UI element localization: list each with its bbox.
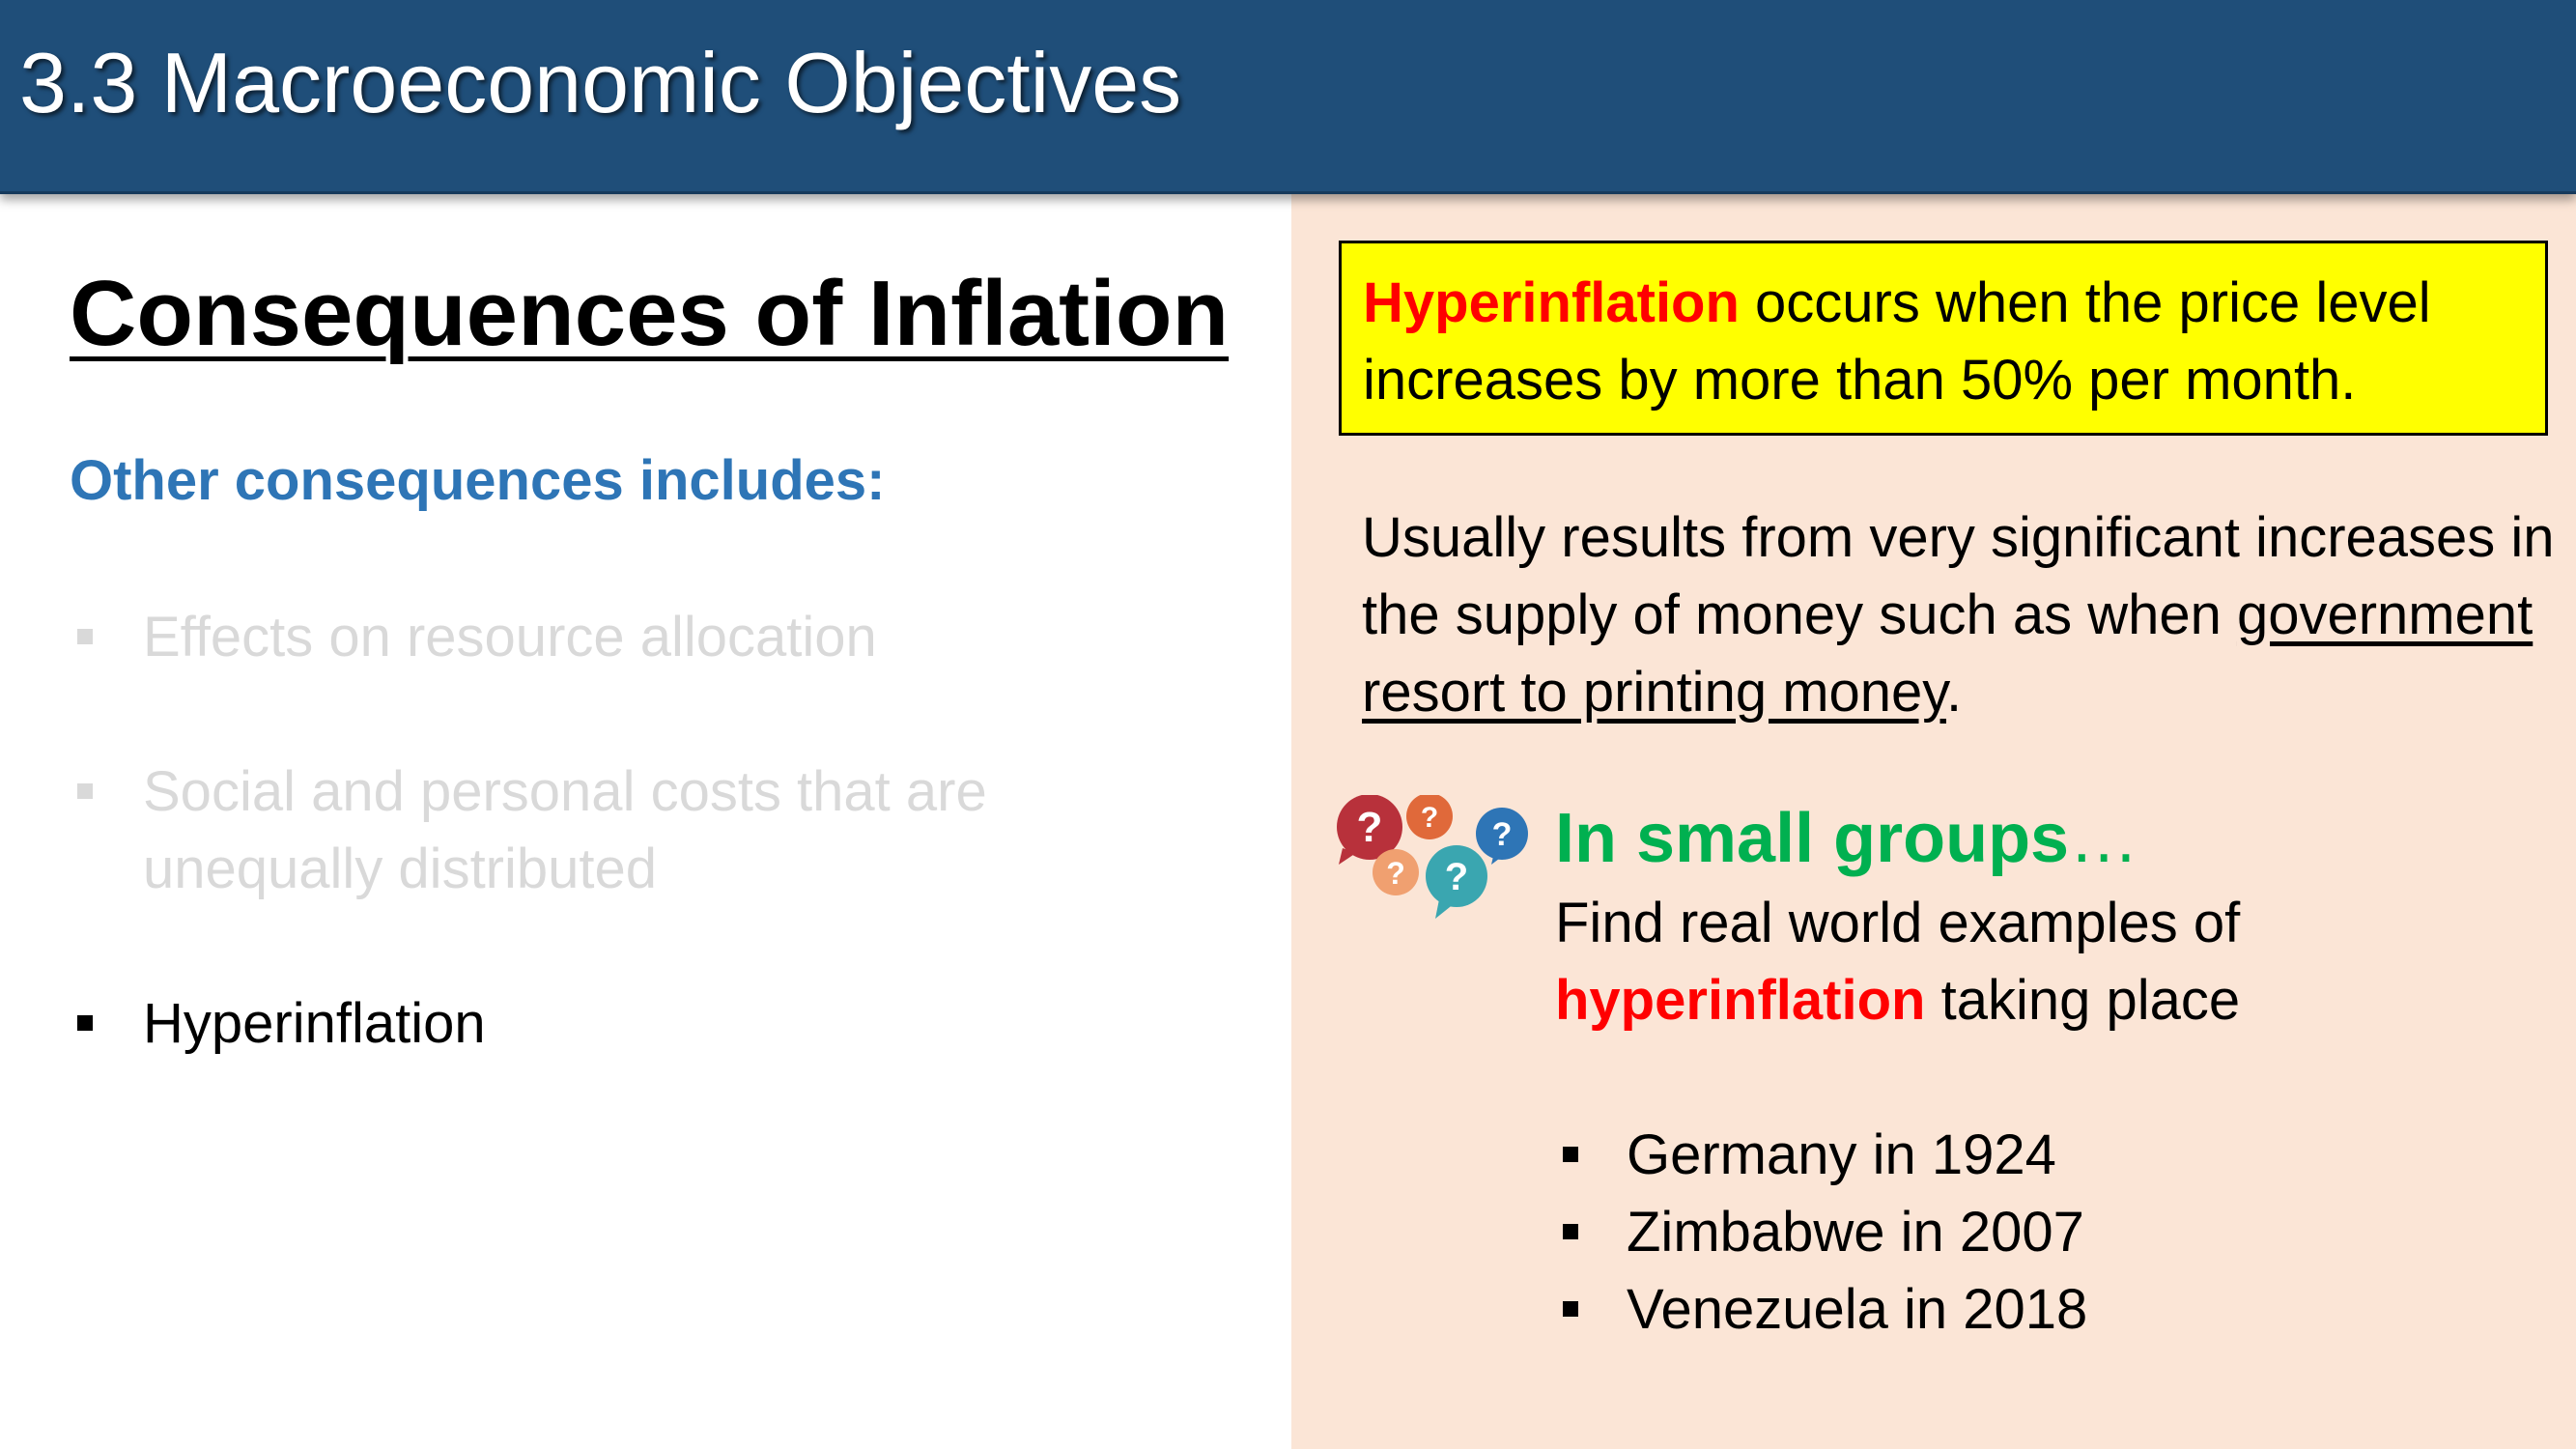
square-bullet-icon	[77, 783, 93, 799]
square-bullet-icon	[1563, 1301, 1578, 1317]
svg-text:?: ?	[1421, 802, 1438, 834]
explanation-text: Usually results from very significant in…	[1362, 506, 2555, 724]
square-bullet-icon	[1563, 1224, 1578, 1239]
definition-term: Hyperinflation	[1363, 271, 1740, 334]
highlight-word: hyperinflation	[1555, 969, 1926, 1032]
slide-header: 3.3 Macroeconomic Objectives	[0, 0, 2576, 194]
svg-text:?: ?	[1386, 856, 1405, 891]
activity-task: Find real world examples of hyperinflati…	[1555, 892, 2241, 1032]
square-bullet-icon	[77, 629, 93, 644]
slide-title: 3.3 Macroeconomic Objectives	[19, 35, 1182, 130]
svg-text:?: ?	[1492, 816, 1513, 853]
section-title: Consequences of Inflation	[70, 262, 1230, 365]
underlined-phrase: government resort to printing money	[1362, 583, 2534, 724]
definition-box: Hyperinflation occurs when the price lev…	[1339, 241, 2548, 436]
svg-text:?: ?	[1357, 804, 1383, 851]
square-bullet-icon	[77, 1015, 93, 1031]
activity-title: In small groups…	[1555, 800, 2139, 877]
subheading: Other consequences includes:	[70, 449, 886, 512]
question-speech-bubbles-icon: ? ? ? ? ?	[1337, 795, 1528, 919]
definition-text: occurs when the price level increases by…	[1363, 271, 2431, 412]
square-bullet-icon	[1563, 1147, 1578, 1162]
svg-text:?: ?	[1445, 856, 1468, 898]
